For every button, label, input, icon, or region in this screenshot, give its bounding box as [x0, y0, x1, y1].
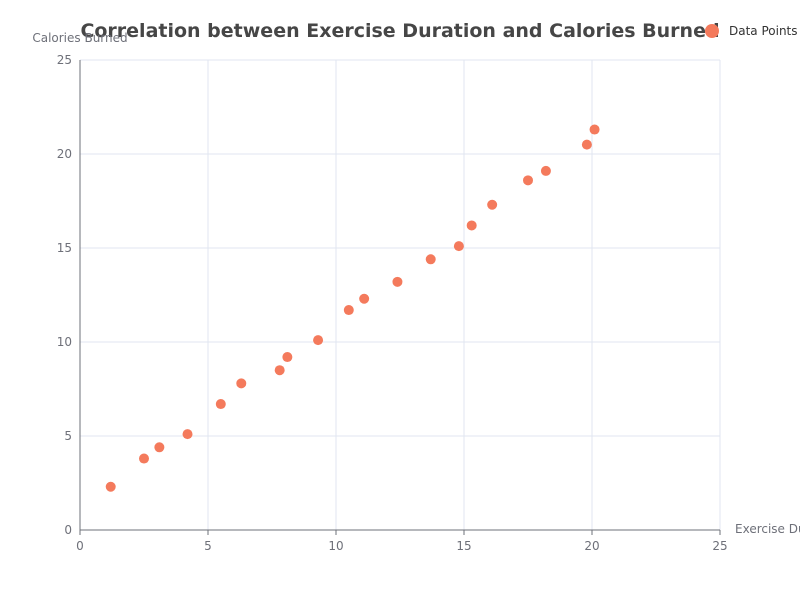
- data-point: [523, 175, 533, 186]
- data-point: [215, 399, 226, 410]
- data-point: [282, 352, 293, 363]
- y-tick-label: 0: [64, 523, 72, 537]
- y-tick-label: 10: [57, 335, 72, 349]
- data-point: [466, 220, 477, 231]
- x-tick-label: 0: [76, 539, 84, 553]
- grid-lines: [80, 59, 721, 530]
- y-tick-label: 5: [64, 429, 72, 443]
- y-axis-label: Calories Burned: [32, 31, 127, 45]
- y-tick-label: 15: [57, 241, 72, 255]
- data-point: [105, 481, 116, 492]
- legend[interactable]: Data Points: [705, 24, 798, 38]
- data-point: [425, 254, 436, 265]
- x-tick-label: 10: [328, 539, 343, 553]
- legend-label: Data Points: [729, 24, 798, 38]
- x-tick-label: 20: [584, 539, 599, 553]
- data-point: [139, 453, 149, 464]
- data-point: [343, 305, 354, 316]
- data-point: [589, 124, 600, 135]
- data-point: [236, 378, 247, 389]
- data-point: [392, 276, 403, 287]
- data-point: [581, 139, 592, 150]
- data-point: [182, 429, 193, 440]
- data-point: [274, 365, 285, 376]
- y-tick-label: 25: [57, 53, 72, 67]
- x-tick-labels: 0 5 10 15 20 25: [76, 539, 727, 553]
- x-tick-label: 25: [712, 539, 727, 553]
- y-tick-label: 20: [57, 147, 72, 161]
- x-axis-label: Exercise Du: [735, 522, 800, 536]
- data-point: [453, 241, 464, 252]
- data-point: [359, 293, 370, 304]
- data-point: [313, 335, 324, 346]
- y-tick-labels: 0 5 10 15 20 25: [57, 53, 72, 537]
- data-point: [154, 442, 165, 453]
- chart-title: Correlation between Exercise Duration an…: [80, 20, 720, 42]
- x-tick-label: 5: [204, 539, 212, 553]
- data-points: [105, 124, 600, 492]
- data-point: [487, 199, 498, 210]
- legend-marker-icon: [705, 24, 719, 38]
- x-tick-label: 15: [456, 539, 471, 553]
- data-point: [540, 165, 551, 176]
- axes: [79, 60, 721, 535]
